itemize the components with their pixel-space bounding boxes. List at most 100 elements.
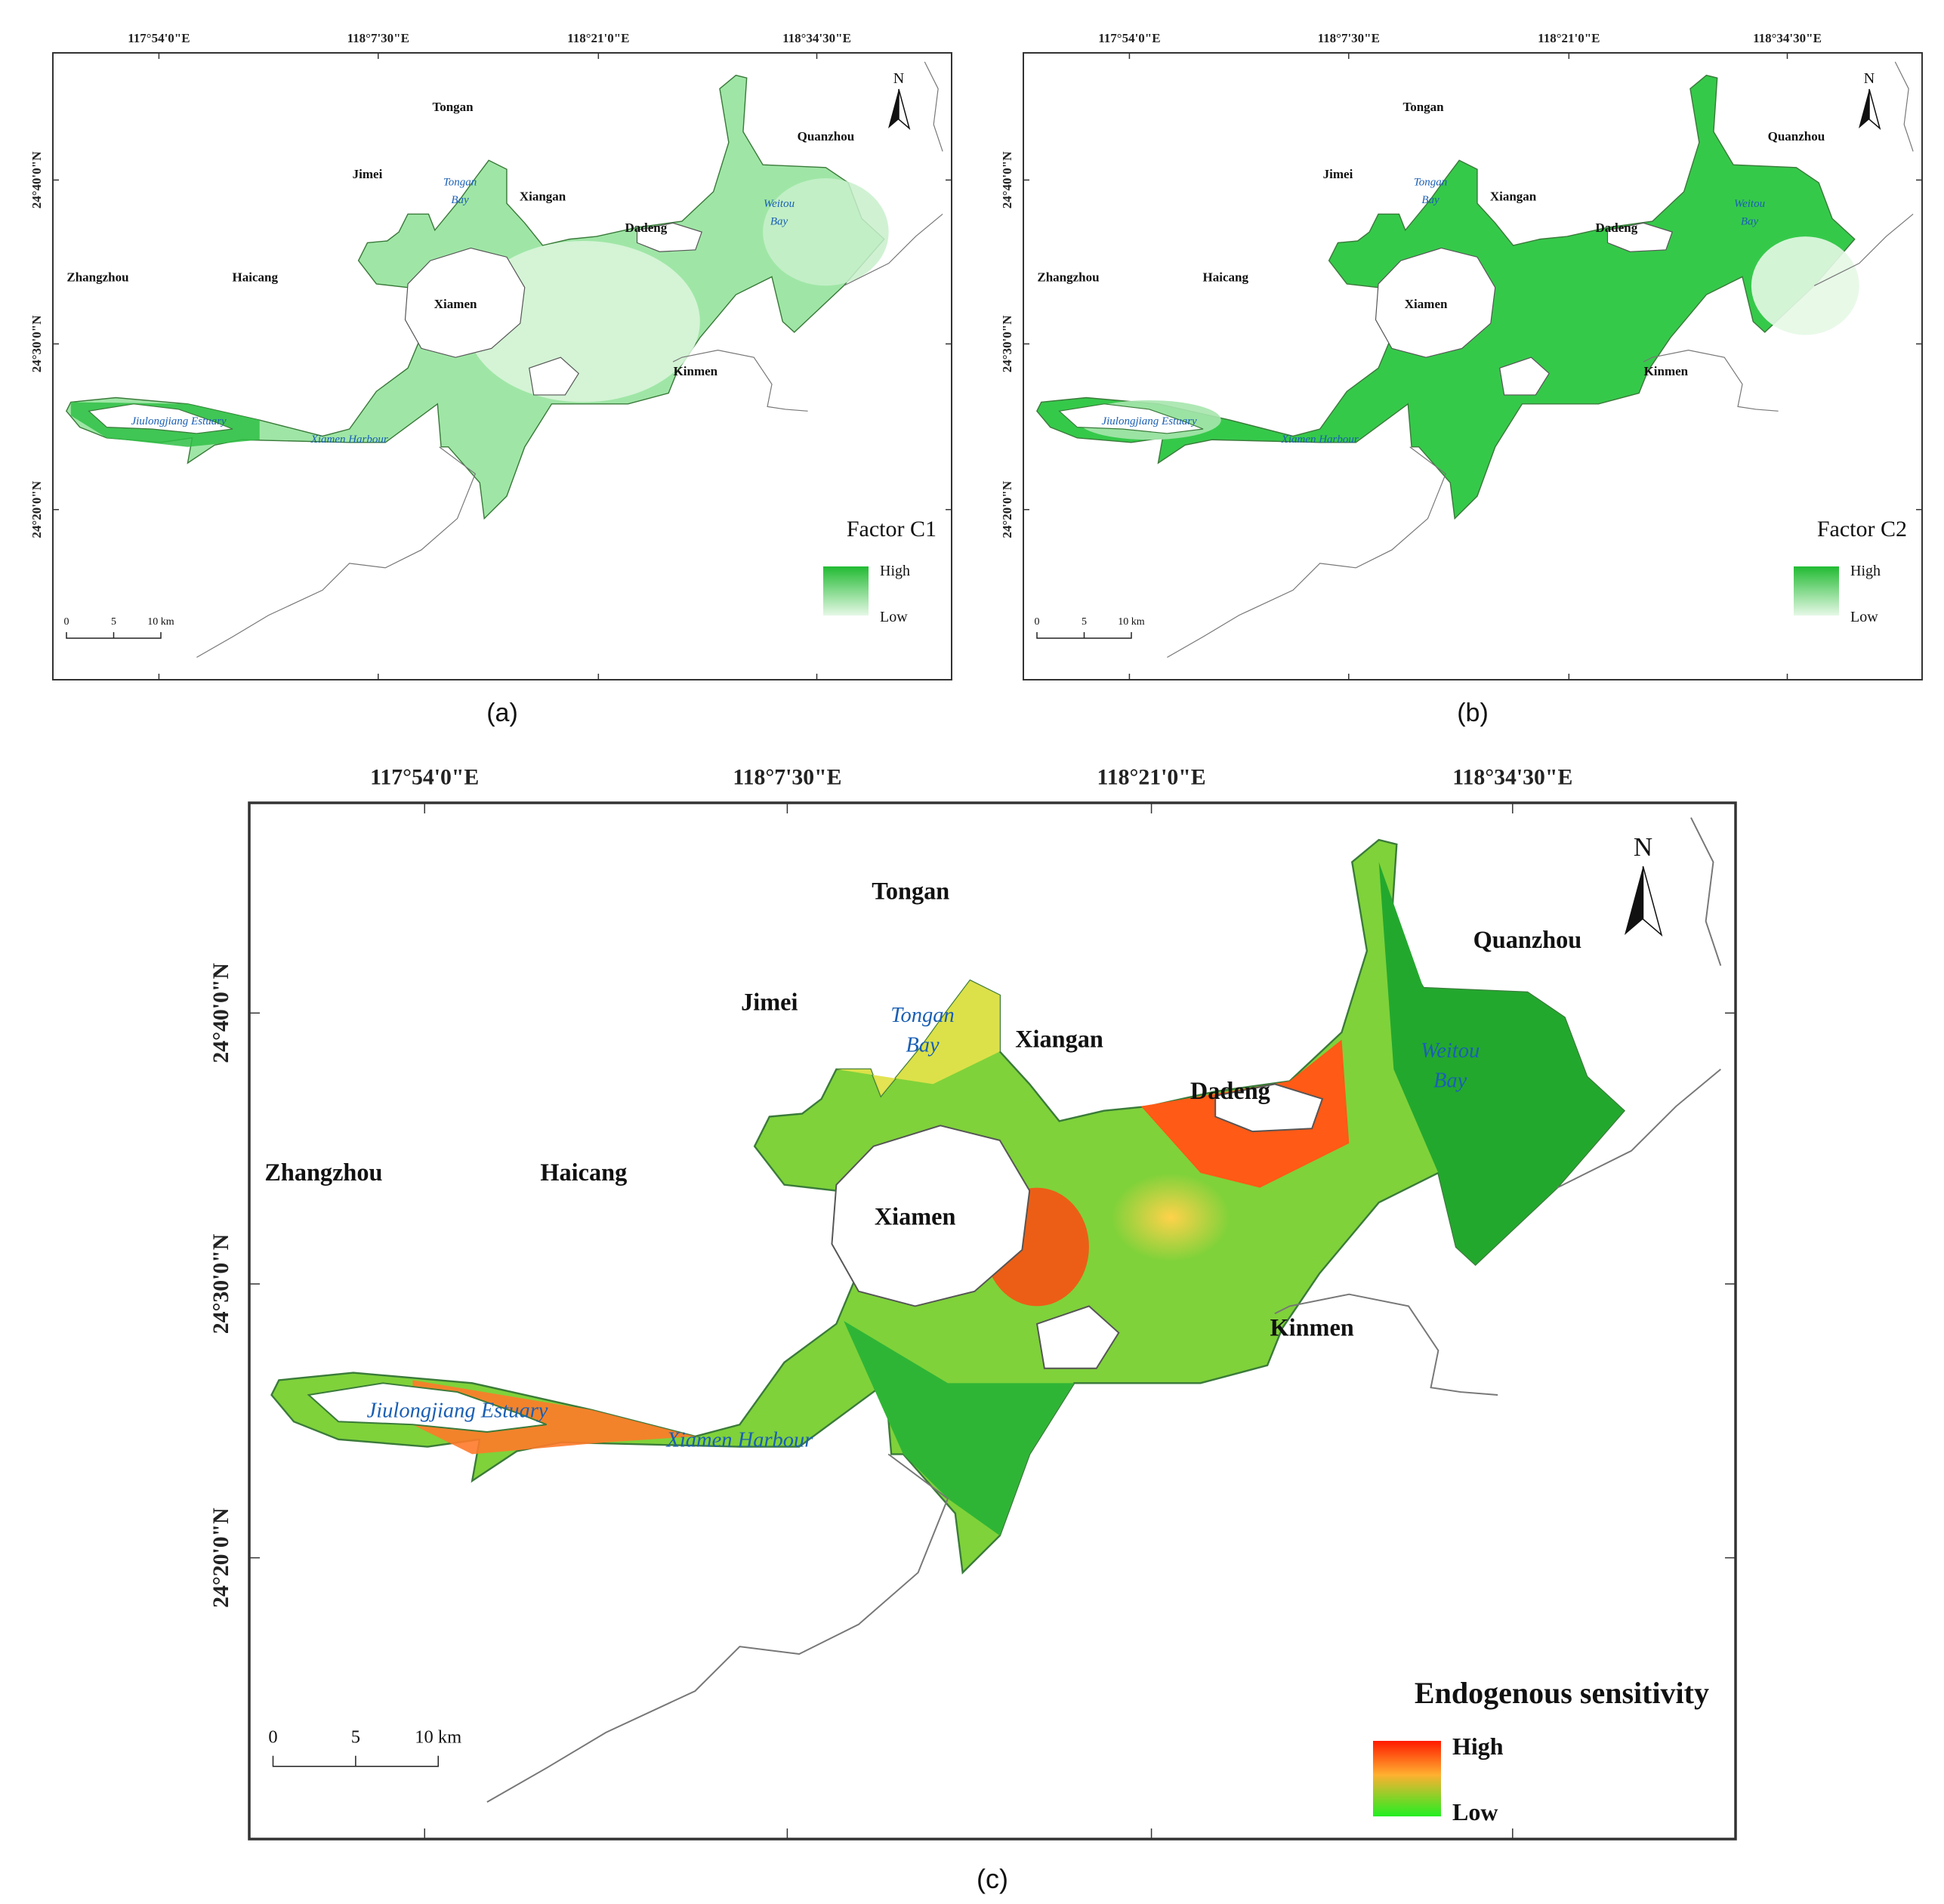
- water-label: Weitou: [1421, 1039, 1480, 1063]
- legend-high-label: High: [1452, 1733, 1504, 1760]
- place-label-tongan: Tongan: [1402, 100, 1444, 114]
- place-label-quanzhou: Quanzhou: [798, 129, 855, 143]
- legend-color-ramp: [823, 566, 869, 616]
- scale-label: 0: [64, 616, 69, 628]
- place-label-quanzhou: Quanzhou: [1768, 129, 1825, 143]
- panel-caption: (b): [1457, 699, 1489, 727]
- scale-bar: [66, 632, 162, 639]
- coastline: [1690, 817, 1722, 966]
- small-island: [529, 356, 579, 396]
- harbour-low-zone: [844, 1321, 1075, 1536]
- coastline: [843, 213, 943, 286]
- weitou-low-zone: [1378, 862, 1625, 1265]
- panel-caption: (a): [486, 699, 518, 727]
- coastline: [1167, 446, 1447, 658]
- scale-label: 10 km: [415, 1727, 461, 1747]
- place-label-dadeng: Dadeng: [1596, 221, 1638, 235]
- lat-tick-label: 24°30'0"N: [1000, 315, 1014, 372]
- legend-low-label: Low: [1452, 1798, 1498, 1825]
- north-arrow-icon: [898, 88, 911, 131]
- place-label-jimei: Jimei: [741, 988, 798, 1015]
- water-label: Bay: [1433, 1069, 1467, 1092]
- water-label: Bay: [770, 216, 788, 228]
- water-label: Jiulongjiang Estuary: [1101, 415, 1197, 427]
- water-label: Bay: [1421, 194, 1439, 206]
- scale-label: 0: [268, 1727, 277, 1747]
- place-label-zhangzhou: Zhangzhou: [1037, 270, 1099, 284]
- place-label-haicang: Haicang: [233, 270, 279, 284]
- place-label-xiangan: Xiangan: [1490, 190, 1537, 204]
- place-label-xiangan: Xiangan: [1015, 1025, 1103, 1052]
- place-label-xiamen: Xiamen: [434, 297, 477, 311]
- place-label-dadeng: Dadeng: [625, 221, 668, 235]
- legend-title: Endogenous sensitivity: [1415, 1676, 1709, 1710]
- north-arrow-icon: [1868, 88, 1881, 131]
- north-arrow-icon: [1642, 866, 1663, 937]
- north-label: N: [1864, 70, 1875, 87]
- map-panel-c: Zhangzhou Haicang Xiamen Jimei Tongan Xiangan…: [208, 765, 1737, 1894]
- lon-tick-label: 118°21'0"E: [1538, 31, 1600, 45]
- water-label: Bay: [1741, 216, 1759, 228]
- weitou-low-zone: [1751, 236, 1859, 335]
- water-label: Jiulongjiang Estuary: [131, 415, 227, 427]
- coastline: [196, 446, 477, 658]
- coastline: [1894, 61, 1914, 152]
- coastline: [486, 1453, 949, 1803]
- lat-tick-label: 24°40'0"N: [29, 151, 44, 208]
- lon-tick-label: 117°54'0"E: [128, 31, 190, 45]
- map-body: [66, 61, 943, 658]
- dadeng-island: [1606, 222, 1673, 252]
- place-label-xiamen: Xiamen: [1405, 297, 1448, 311]
- scale-label: 0: [1035, 616, 1040, 628]
- place-label-haicang: Haicang: [540, 1159, 627, 1186]
- lon-tick-label: 118°34'30"E: [782, 31, 851, 45]
- xiamen-island: [404, 247, 526, 358]
- water-label: Bay: [451, 194, 469, 206]
- place-label-zhangzhou: Zhangzhou: [66, 270, 128, 284]
- scale-label: 5: [351, 1727, 360, 1747]
- lon-tick-label: 118°7'30"E: [733, 765, 841, 790]
- lon-tick-label: 117°54'0"E: [1098, 31, 1160, 45]
- lat-tick-label: 24°20'0"N: [208, 1507, 233, 1608]
- scale-label: 5: [111, 616, 116, 628]
- dadeng-island: [1214, 1083, 1324, 1133]
- coastline: [1813, 213, 1914, 286]
- north-arrow-icon: [888, 89, 899, 128]
- legend-low-label: Low: [1850, 609, 1878, 625]
- place-label-tongan: Tongan: [872, 877, 949, 904]
- lon-tick-label: 117°54'0"E: [370, 765, 479, 790]
- small-island: [1499, 356, 1550, 396]
- lat-tick-label: 24°30'0"N: [29, 315, 44, 372]
- place-label-tongan: Tongan: [432, 100, 474, 114]
- lon-tick-label: 118°7'30"E: [347, 31, 409, 45]
- dadeng-island: [636, 222, 702, 252]
- lat-tick-label: 24°20'0"N: [1000, 480, 1014, 538]
- scale-label: 5: [1082, 616, 1087, 628]
- estuary-island: [1058, 403, 1204, 434]
- map-body: [1036, 61, 1914, 658]
- panel-caption: (c): [977, 1863, 1008, 1894]
- water-label: Xiamen Harbour: [310, 434, 388, 446]
- legend-title: Factor C1: [847, 517, 937, 542]
- water-label: Weitou: [764, 198, 795, 210]
- water-label: Tongan: [890, 1004, 954, 1027]
- xiamen-island: [831, 1125, 1031, 1307]
- water-label: Tongan: [1414, 176, 1447, 188]
- map-panel-a: Zhangzhou Haicang Xiamen Jimei Tongan Xiangan…: [29, 31, 952, 727]
- small-island: [1035, 1305, 1120, 1369]
- lat-tick-label: 24°40'0"N: [1000, 151, 1014, 208]
- harbour-low-zone: [466, 241, 700, 403]
- estuary-island: [88, 403, 233, 434]
- north-arrow-icon: [1625, 866, 1643, 935]
- place-label-xiamen: Xiamen: [875, 1203, 956, 1230]
- lat-tick-label: 24°20'0"N: [29, 480, 44, 538]
- coastline: [1274, 1293, 1498, 1396]
- map-body: [270, 817, 1722, 1803]
- estuary-high-zone: [412, 1380, 696, 1455]
- coastline: [1643, 350, 1779, 412]
- place-label-quanzhou: Quanzhou: [1473, 926, 1582, 953]
- coastline: [924, 61, 943, 152]
- map-panel-b: Zhangzhou Haicang Xiamen Jimei Tongan Xiangan…: [1000, 31, 1923, 727]
- tongan-mid-zone: [836, 980, 1000, 1097]
